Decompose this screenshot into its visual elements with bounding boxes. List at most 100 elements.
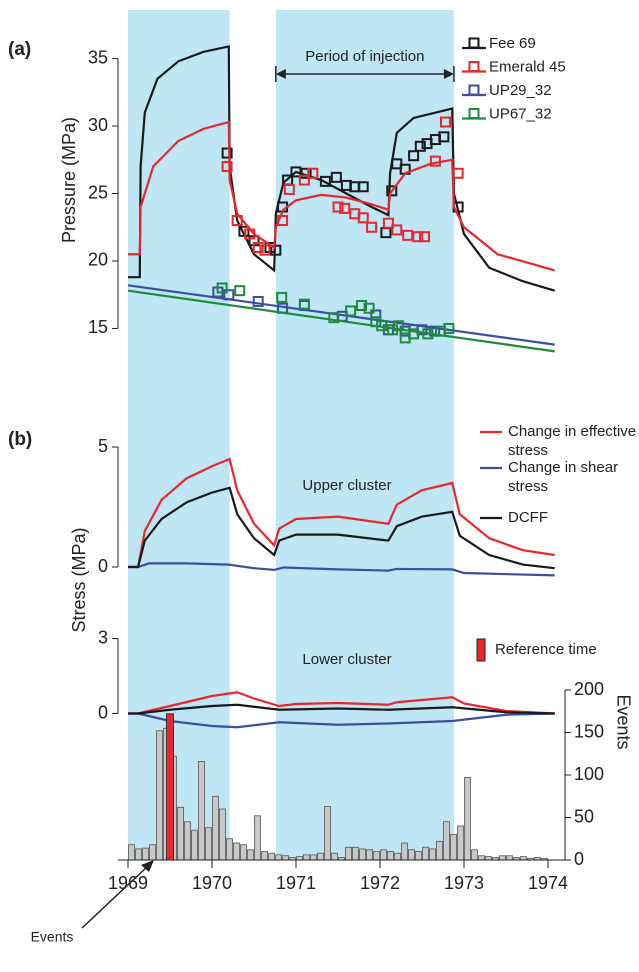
histogram-bar [282,855,289,861]
y-axis-label: Stress (MPa) [69,527,89,632]
legend-label: UP29_32 [489,82,552,99]
legend-marker [476,638,486,662]
histogram-bar [247,849,254,861]
histogram-bar [359,848,366,861]
histogram-bar [219,808,226,861]
data-point [223,289,235,301]
annotation: Events [31,929,74,945]
histogram-bar [464,777,471,861]
data-point [443,322,455,334]
model-line [127,289,555,353]
legend-marker [468,108,480,119]
data-point [252,241,264,253]
data-point [307,167,319,179]
y-tick-label: 35 [88,47,108,67]
legend-marker [468,84,480,96]
y-tick-label: 5 [98,436,108,456]
histogram-bar [352,846,359,861]
histogram-bar [450,834,457,861]
histogram-bar [254,815,261,861]
data-point [429,325,441,337]
y2-tick-label: 200 [574,679,604,699]
histogram-bar [296,856,303,861]
y2-axis-label: Events [613,694,633,749]
data-point [386,185,398,197]
data-point [277,215,289,227]
legend-marker [468,37,480,49]
x-tick-label: 1970 [192,873,232,893]
data-point [244,228,256,240]
histogram-bar [387,851,394,861]
data-point [419,231,431,243]
data-point [238,225,250,237]
model-line [128,45,556,292]
histogram-bar [499,855,506,861]
y2-tick-label: 100 [574,764,604,784]
histogram-bar [261,851,268,861]
data-point [408,328,420,340]
histogram-bar [520,856,527,861]
data-point [357,212,369,224]
arrow-head [275,69,286,79]
data-point [414,140,426,152]
histogram-bar [128,844,135,861]
stress-line [128,562,555,577]
histogram-bar [373,851,380,861]
histogram-bar [485,856,492,861]
data-point [402,229,414,241]
model-line [127,284,555,346]
histogram-bar [366,849,373,861]
data-point [345,305,357,317]
data-point [438,131,450,143]
data-point [259,244,271,256]
data-point [290,166,302,178]
data-point [339,202,351,214]
data-point [366,221,378,233]
histogram-bar [380,849,387,861]
histogram-bar [240,844,247,861]
x-tick-label: 1969 [108,873,148,893]
histogram-bar [506,855,513,861]
histogram-bar [198,761,205,861]
data-point [300,167,312,179]
data-point [298,298,310,310]
data-point [422,328,434,340]
histogram-bar [212,795,219,861]
data-point [429,155,441,167]
histogram-bar [135,848,142,861]
data-point [356,300,368,312]
histogram-bar [345,846,352,861]
data-point [221,161,233,173]
data-point [332,201,344,213]
histogram-bar [149,844,156,861]
histogram-bar [331,852,338,861]
data-point [252,295,264,307]
legend-marker [468,61,480,72]
histogram-bar [156,730,163,861]
histogram-bar [443,821,450,861]
histogram-bar [275,854,282,861]
histogram-bar [226,838,233,861]
data-point [330,171,342,183]
stress-line [128,457,555,569]
data-point [452,167,464,179]
x-tick-label: 1971 [276,873,316,893]
panel-label: (b) [8,429,32,450]
data-point [298,174,310,186]
data-point [276,291,288,303]
legend-label: Reference time [495,641,597,658]
histogram-bar [184,821,191,861]
x-tick-label: 1972 [360,873,400,893]
y-tick-label: 20 [88,250,108,270]
y-tick-label: 25 [88,182,108,202]
histogram-bar [310,854,317,861]
x-tick-label: 1973 [444,873,484,893]
model-line [128,120,556,272]
data-point [363,302,375,314]
injection-band [128,10,230,860]
data-point [376,320,388,332]
data-point [392,320,404,332]
y-tick-label: 3 [98,627,108,647]
histogram-bar [233,842,240,861]
histogram-bar [478,855,485,861]
